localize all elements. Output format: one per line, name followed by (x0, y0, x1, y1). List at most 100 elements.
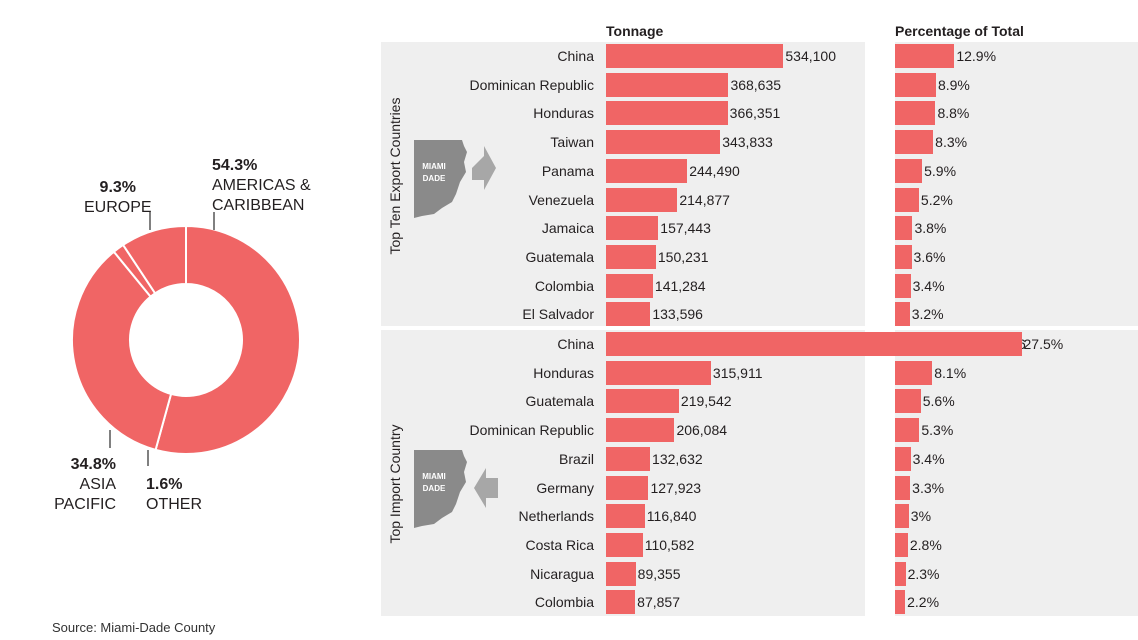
americas-name: AMERICAS & CARIBBEAN (212, 177, 311, 214)
americas-label: 54.3% AMERICAS & CARIBBEAN (212, 156, 332, 216)
export-percentage-bar (895, 130, 934, 155)
export-tonnage-bar (606, 101, 728, 126)
export-panel (381, 42, 1138, 326)
other-name: OTHER (146, 496, 202, 513)
import-country-label: Nicaragua (530, 565, 594, 582)
import-percentage-bar (895, 332, 1022, 356)
export-tonnage-bar (606, 187, 678, 212)
map-label-miami: MIAMI (422, 162, 446, 171)
import-tonnage-bar (606, 532, 643, 557)
export-tonnage-value: 244,490 (689, 162, 740, 179)
map-label-miami: MIAMI (422, 472, 446, 481)
import-percentage-value: 5.6% (922, 393, 955, 410)
export-percentage-bar (895, 101, 936, 126)
export-country-label: Colombia (534, 277, 594, 294)
export-percentage-bar (895, 72, 936, 97)
import-percentage-value: 8.1% (934, 364, 967, 381)
export-tonnage-bar (606, 72, 729, 97)
import-country-label: Germany (536, 479, 594, 496)
asia-name: ASIA PACIFIC (54, 476, 116, 513)
export-percentage-value: 3.2% (911, 306, 944, 323)
import-percentage-bar (895, 360, 933, 385)
import-country-label: Dominican Republic (469, 422, 594, 439)
europe-name: EUROPE (84, 199, 152, 216)
import-country-label: Guatemala (525, 393, 594, 410)
import-country-label: Colombia (534, 594, 594, 611)
europe-label: 9.3% EUROPE (84, 178, 152, 218)
export-tonnage-value: 534,100 (785, 48, 836, 64)
import-tonnage-bar (606, 446, 651, 471)
export-country-label: Jamaica (541, 220, 594, 237)
export-percentage-bar (895, 302, 910, 327)
imports-axis-label: Top Import Country (387, 424, 403, 544)
slice-asia (71, 250, 173, 452)
export-percentage-bar (895, 244, 912, 269)
import-tonnage-bar (606, 561, 636, 586)
europe-pct: 9.3% (99, 179, 137, 196)
import-percentage-bar (895, 389, 921, 414)
map-shape-icon (414, 450, 467, 528)
export-tonnage-bar (606, 244, 656, 269)
import-percentage-value: 3.3% (912, 479, 945, 496)
export-percentage-value: 8.3% (935, 134, 968, 151)
import-tonnage-bar (606, 504, 645, 529)
import-country-label: Brazil (558, 450, 594, 467)
export-tonnage-bar (606, 158, 688, 183)
asia-label: 34.8% ASIA PACIFIC (44, 455, 116, 515)
import-percentage-value: 3.4% (912, 450, 945, 467)
export-country-label: China (557, 48, 594, 64)
import-tonnage-bar (606, 475, 649, 500)
import-country-label: Honduras (533, 364, 594, 381)
export-percentage-value: 5.9% (924, 162, 957, 179)
import-percentage-value: 2.2% (907, 594, 940, 611)
export-tonnage-value: 141,284 (654, 277, 706, 294)
export-country-label: Panama (541, 162, 594, 179)
import-tonnage-value: 87,857 (637, 594, 680, 611)
export-country-label: El Salvador (522, 306, 594, 323)
export-country-label: Honduras (533, 105, 594, 122)
import-percentage-value: 5.3% (921, 422, 954, 439)
import-country-label: Netherlands (518, 508, 595, 525)
export-tonnage-bar (606, 216, 659, 241)
export-percentage-bar (895, 216, 913, 241)
other-label: 1.6% OTHER (146, 475, 202, 515)
export-country-label: Taiwan (550, 134, 594, 151)
miami-dade-export-icon: MIAMI DADE (414, 140, 496, 218)
import-percentage-value: 2.8% (909, 536, 942, 553)
import-percentage-bar (895, 590, 906, 615)
export-percentage-bar (895, 158, 923, 183)
export-tonnage-bar (606, 302, 651, 327)
import-percentage-bar (895, 418, 920, 443)
arrow-right-icon (472, 146, 496, 190)
export-tonnage-bar (606, 44, 784, 68)
asia-pct: 34.8% (70, 456, 116, 473)
export-country-label: Guatemala (525, 248, 594, 265)
export-tonnage-value: 214,877 (679, 191, 730, 208)
americas-pct: 54.3% (212, 157, 258, 174)
import-tonnage-value: 127,923 (650, 479, 702, 496)
export-percentage-value: 12.9% (956, 48, 997, 64)
import-country-label: Costa Rica (525, 536, 594, 553)
import-tonnage-bar (606, 418, 675, 443)
import-panel (381, 330, 1138, 616)
import-tonnage-bar (606, 389, 679, 414)
export-percentage-bar (895, 187, 919, 212)
exports-axis-label: Top Ten Export Countries (387, 97, 403, 255)
import-tonnage-value: 89,355 (637, 565, 681, 582)
region-donut-chart (71, 212, 301, 466)
miami-dade-import-icon: MIAMI DADE (414, 450, 498, 528)
source-note: Source: Miami-Dade County (52, 620, 216, 635)
export-tonnage-bar (606, 130, 721, 155)
import-tonnage-value: 116,840 (646, 508, 697, 525)
map-shape-icon (414, 140, 467, 218)
export-tonnage-value: 133,596 (652, 306, 703, 323)
import-percentage-bar (895, 532, 908, 557)
slice-americas (154, 224, 301, 455)
export-country-label: Venezuela (528, 191, 594, 208)
export-tonnage-bar (606, 273, 653, 298)
import-percentage-bar (895, 446, 911, 471)
export-percentage-value: 3.4% (912, 277, 945, 294)
export-percentage-bar (895, 273, 911, 298)
map-label-dade: DADE (423, 174, 446, 183)
import-percentage-value: 2.3% (907, 565, 940, 582)
